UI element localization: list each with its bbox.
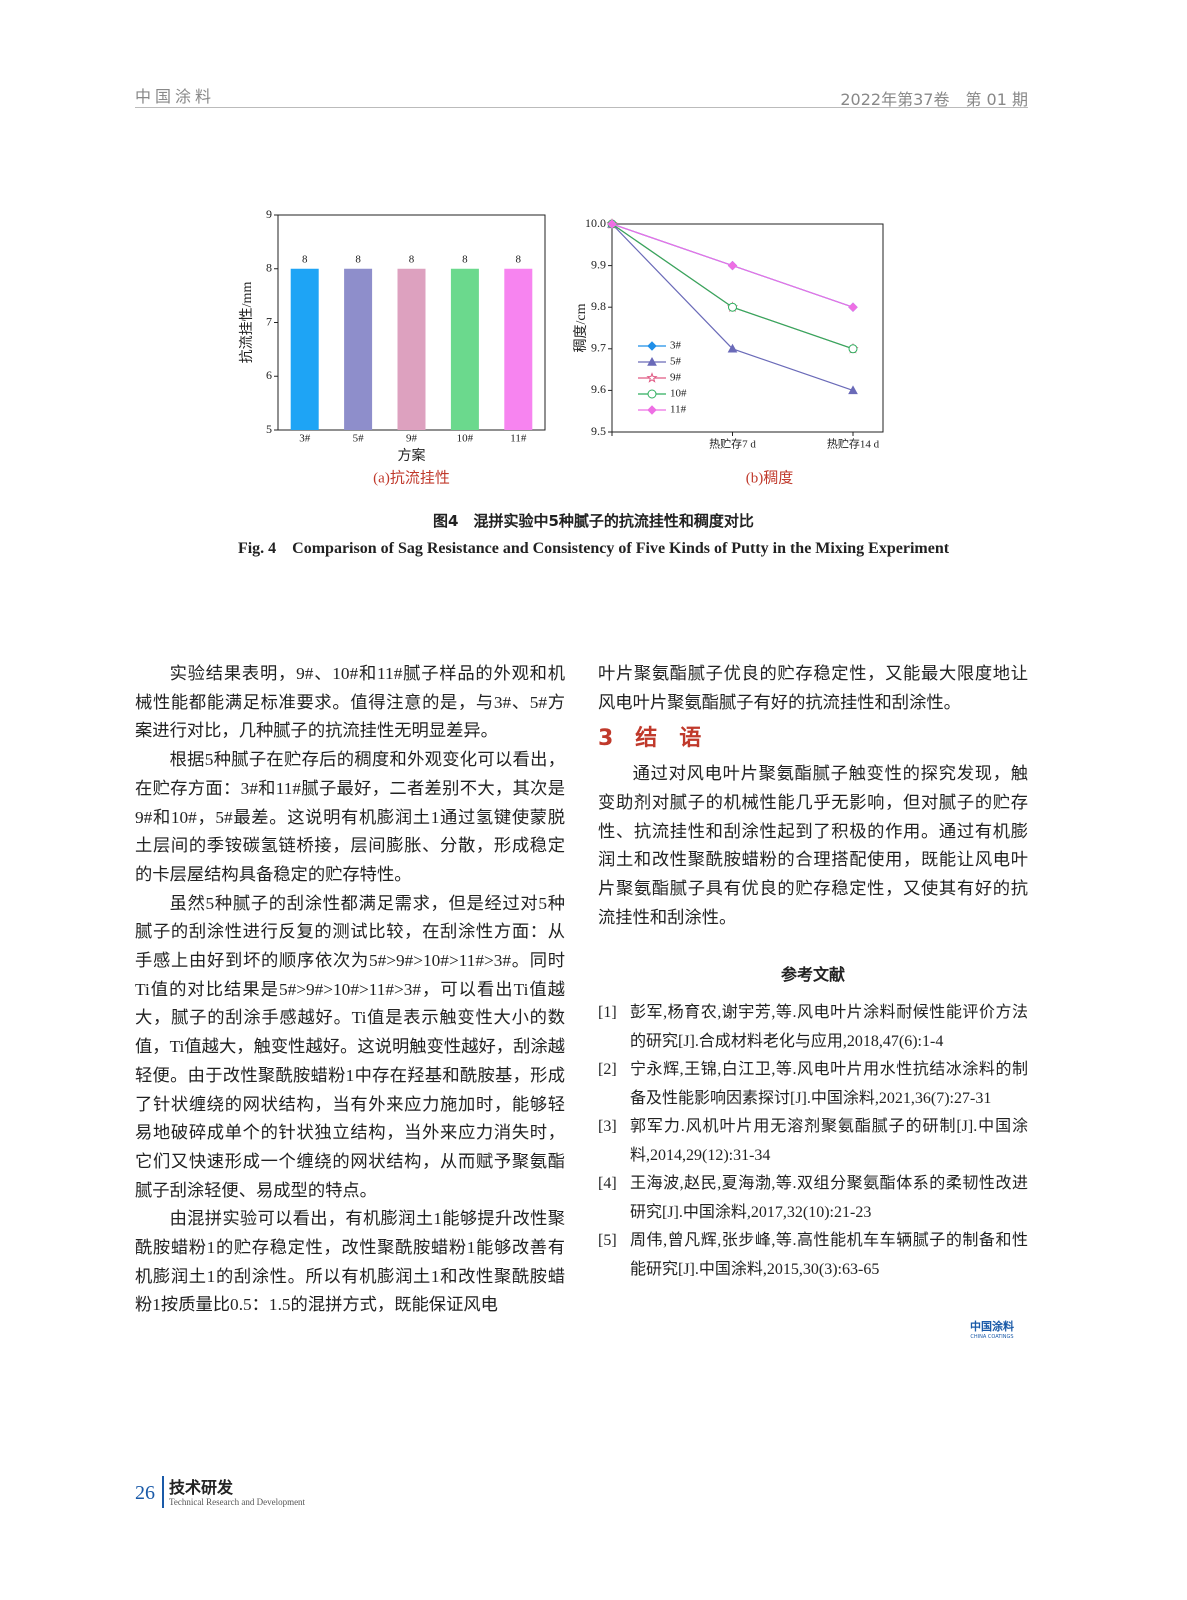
paragraph: 通过对风电叶片聚氨酯腻子触变性的探究发现，触变助剂对腻子的机械性能几乎无影响，但… [598, 764, 1028, 927]
right-column: 叶片聚氨酯腻子优良的贮存稳定性，又能最大限度地让风电叶片聚氨酯腻子有好的抗流挂性… [598, 660, 1028, 1284]
legend-label: 10# [670, 388, 687, 400]
marker [647, 356, 657, 366]
reference-text: 郭军力.风机叶片用无溶剂聚氨酯腻子的研制[J].中国涂料,2014,29(12)… [630, 1118, 1028, 1164]
marker [848, 302, 858, 312]
y-tick-label: 5 [266, 422, 272, 436]
reference: [3] 郭军力.风机叶片用无溶剂聚氨酯腻子的研制[J].中国涂料,2014,29(… [598, 1113, 1028, 1170]
paragraph: 根据5种腻子在贮存后的稠度和外观变化可以看出，在贮存方面：3#和11#腻子最好，… [135, 750, 565, 884]
series-line [611, 223, 854, 350]
bar [344, 268, 373, 430]
paragraph: 由混拼实验可以看出，有机膨润土1能够提升改性聚酰胺蜡粉1的贮存稳定性，改性聚酰胺… [135, 1209, 565, 1315]
issue-info: 2022年第37卷 第 01 期 [840, 90, 1028, 109]
reference-text: 宁永辉,王锦,白江卫,等.风电叶片用水性抗结冰涂料的制备及性能影响因素探讨[J]… [630, 1061, 1028, 1107]
series-line [611, 223, 854, 350]
reference: [1] 彭军,杨育农,谢宇芳,等.风电叶片涂料耐候性能评价方法的研究[J].合成材… [598, 999, 1028, 1056]
x-tick-label: 11# [510, 433, 527, 445]
y-tick-label: 9.6 [591, 382, 606, 396]
marker [727, 302, 738, 312]
page-number: 26 [135, 1482, 155, 1504]
legend-label: 9# [670, 372, 682, 384]
value-label: 8 [462, 253, 468, 265]
reference-number: [3] [598, 1118, 617, 1136]
y-tick-label: 8 [266, 261, 272, 275]
legend-label: 3# [670, 340, 682, 352]
y-tick-label: 9.7 [591, 341, 606, 355]
plot-frame [611, 223, 884, 433]
marker [727, 260, 738, 271]
left-column: 实验结果表明，9#、10#和11#腻子样品的外观和机械性能都能满足标准要求。值得… [135, 660, 565, 1320]
reference-text: 王海波,赵民,夏海渤,等.双组分聚氨酯体系的柔韧性改进研究[J].中国涂料,20… [630, 1175, 1028, 1221]
y-tick-label: 7 [266, 314, 272, 328]
x-tick-label: 热贮存14 d [827, 437, 880, 451]
section-name: 技术研发 [169, 1478, 234, 1497]
reference-number: [2] [598, 1061, 617, 1079]
footer-bar [162, 1476, 164, 1508]
paragraph: 实验结果表明，9#、10#和11#腻子样品的外观和机械性能都能满足标准要求。值得… [135, 664, 565, 741]
bar [504, 268, 533, 430]
logo-cn: 中国涂料 [970, 1320, 1014, 1333]
x-axis-label: 方案 [398, 447, 426, 464]
reference-number: [4] [598, 1175, 617, 1193]
y-tick-label: 9.8 [591, 299, 606, 313]
y-tick-label: 9.5 [591, 424, 606, 438]
y-axis-label: 稠度/cm [573, 303, 589, 352]
y-axis-label: 抗流挂性/mm [239, 282, 255, 364]
x-tick-label: 5# [353, 433, 365, 445]
section-title: 3 结 语 [598, 726, 702, 752]
reference: [4] 王海波,赵民,夏海渤,等.双组分聚氨酯体系的柔韧性改进研究[J].中国涂料… [598, 1170, 1028, 1227]
y-tick-label: 9 [266, 207, 272, 221]
reference: [2] 宁永辉,王锦,白江卫,等.风电叶片用水性抗结冰涂料的制备及性能影响因素探讨… [598, 1056, 1028, 1113]
figure: 5 6 7 8 9 抗流挂性/mm (a)抗流挂性 8 3# 8 5# 8 9# 8 10# 8 11# 方案 9.… [239, 207, 884, 486]
paragraph: 叶片聚氨酯腻子优良的贮存稳定性，又能最大限度地让风电叶片聚氨酯腻子有好的抗流挂性… [598, 664, 1028, 712]
y-tick-label: 10.0 [585, 216, 606, 230]
marker [646, 372, 658, 383]
value-label: 8 [409, 253, 415, 265]
y-tick-label: 6 [266, 368, 272, 382]
value-label: 8 [302, 253, 308, 265]
logo: 中国涂料 CHINA COATINGS [970, 1318, 1014, 1340]
reference: [5] 周伟,曾凡辉,张步峰,等.高性能机车车辆腻子的制备和性能研究[J].中国涂… [598, 1227, 1028, 1284]
x-tick-label: 热贮存7 d [709, 437, 756, 451]
section-name-en: Technical Research and Development [169, 1497, 306, 1507]
caption-en: Fig. 4 Comparison of Sag Resistance and … [237, 540, 950, 557]
marker [607, 219, 617, 229]
y-tick-label: 9.9 [591, 257, 606, 271]
paragraph: 虽然5种腻子的刮涂性都满足需求，但是经过对5种腻子的刮涂性进行反复的测试比较，在… [135, 893, 565, 1200]
x-tick-label: 9# [406, 433, 418, 445]
references-title: 参考文献 [780, 967, 845, 985]
logo-en: CHINA COATINGS [970, 1334, 1014, 1340]
marker [647, 405, 657, 415]
bar [450, 268, 479, 430]
reference-number: [5] [598, 1232, 617, 1250]
legend-label: 5# [670, 356, 682, 368]
marker [727, 343, 738, 353]
bar [290, 268, 319, 430]
journal-name: 中国涂料 [135, 87, 216, 106]
legend-label: 11# [670, 404, 687, 416]
value-label: 8 [516, 253, 522, 265]
header-rule [135, 107, 1028, 108]
reference-text: 彭军,杨育农,谢宇芳,等.风电叶片涂料耐候性能评价方法的研究[J].合成材料老化… [630, 1004, 1028, 1050]
bar [397, 268, 426, 430]
marker [848, 385, 858, 395]
marker [848, 344, 858, 354]
reference-number: [1] [598, 1004, 617, 1022]
marker [647, 389, 657, 399]
value-label: 8 [355, 253, 361, 265]
x-tick-label: 3# [299, 433, 311, 445]
caption-cn: 图4 混拼实验中5种腻子的抗流挂性和稠度对比 [433, 512, 754, 530]
references: [1] 彭军,杨育农,谢宇芳,等.风电叶片涂料耐候性能评价方法的研究[J].合成材… [598, 999, 1028, 1284]
sublabel: (b)稠度 [746, 469, 794, 486]
sublabel: (a)抗流挂性 [373, 469, 450, 486]
marker [647, 341, 657, 351]
reference-text: 周伟,曾凡辉,张步峰,等.高性能机车车辆腻子的制备和性能研究[J].中国涂料,2… [630, 1232, 1028, 1278]
x-tick-label: 10# [457, 433, 474, 445]
